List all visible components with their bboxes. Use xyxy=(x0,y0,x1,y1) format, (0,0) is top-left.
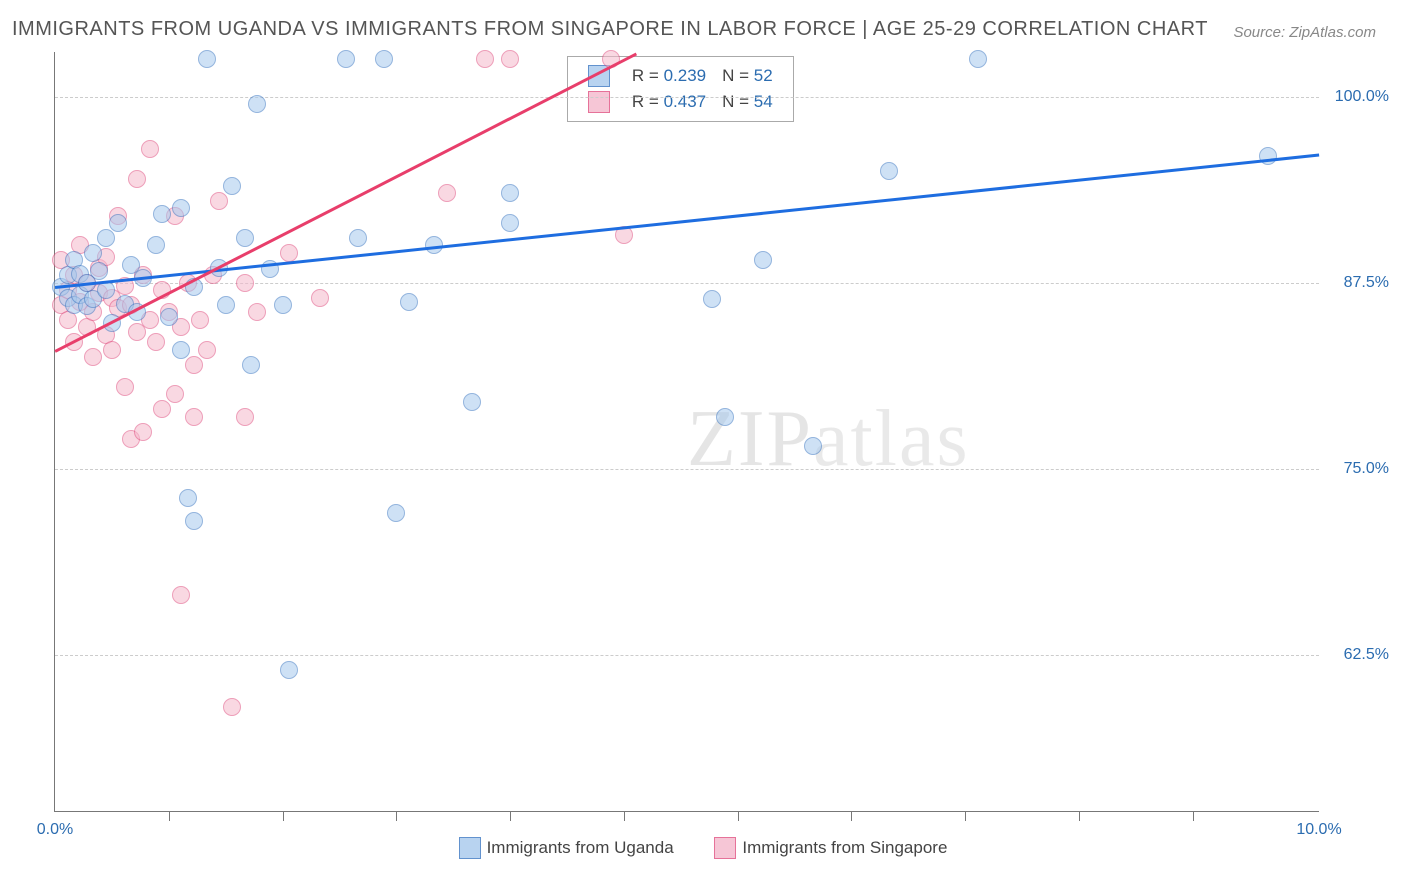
scatter-point xyxy=(387,504,405,522)
scatter-point xyxy=(375,50,393,68)
scatter-point xyxy=(109,214,127,232)
scatter-point xyxy=(128,170,146,188)
scatter-point xyxy=(116,378,134,396)
swatch-icon xyxy=(459,837,481,859)
plot-region: ZIPatlas R = 0.239N = 52R = 0.437N = 54 … xyxy=(54,52,1319,812)
scatter-point xyxy=(210,192,228,210)
x-tick-mark xyxy=(624,811,625,821)
swatch-icon xyxy=(714,837,736,859)
scatter-point xyxy=(147,333,165,351)
y-tick-label: 100.0% xyxy=(1327,88,1389,106)
scatter-point xyxy=(166,385,184,403)
header: IMMIGRANTS FROM UGANDA VS IMMIGRANTS FRO… xyxy=(0,0,1406,51)
scatter-point xyxy=(236,229,254,247)
scatter-point xyxy=(160,308,178,326)
correlation-legend: R = 0.239N = 52R = 0.437N = 54 xyxy=(567,56,794,122)
legend-label: Immigrants from Uganda xyxy=(487,838,674,858)
scatter-point xyxy=(248,95,266,113)
gridline-h xyxy=(55,655,1319,656)
scatter-point xyxy=(179,489,197,507)
x-tick-mark xyxy=(738,811,739,821)
scatter-point xyxy=(153,400,171,418)
scatter-point xyxy=(84,244,102,262)
series-legend: Immigrants from Uganda Immigrants from S… xyxy=(12,837,1394,864)
gridline-h xyxy=(55,469,1319,470)
scatter-point xyxy=(172,586,190,604)
x-tick-mark xyxy=(851,811,852,821)
trend-line xyxy=(55,153,1319,288)
scatter-point xyxy=(185,356,203,374)
scatter-point xyxy=(311,289,329,307)
scatter-point xyxy=(185,512,203,530)
x-tick-mark xyxy=(283,811,284,821)
scatter-point xyxy=(198,50,216,68)
scatter-point xyxy=(969,50,987,68)
scatter-point xyxy=(880,162,898,180)
scatter-point xyxy=(84,348,102,366)
scatter-point xyxy=(501,184,519,202)
x-tick-mark xyxy=(169,811,170,821)
scatter-point xyxy=(438,184,456,202)
scatter-point xyxy=(1259,147,1277,165)
scatter-point xyxy=(337,50,355,68)
scatter-point xyxy=(191,311,209,329)
scatter-point xyxy=(463,393,481,411)
y-tick-label: 75.0% xyxy=(1327,460,1389,478)
scatter-point xyxy=(103,341,121,359)
scatter-point xyxy=(141,140,159,158)
legend-label: Immigrants from Singapore xyxy=(742,838,947,858)
x-tick-mark xyxy=(1193,811,1194,821)
scatter-point xyxy=(716,408,734,426)
scatter-point xyxy=(147,236,165,254)
legend-item-singapore: Immigrants from Singapore xyxy=(714,837,947,859)
scatter-point xyxy=(217,296,235,314)
scatter-point xyxy=(280,661,298,679)
scatter-point xyxy=(97,229,115,247)
gridline-h xyxy=(55,97,1319,98)
scatter-point xyxy=(703,290,721,308)
legend-item-uganda: Immigrants from Uganda xyxy=(459,837,674,859)
scatter-point xyxy=(501,214,519,232)
scatter-point xyxy=(400,293,418,311)
x-tick-mark xyxy=(510,811,511,821)
scatter-point xyxy=(153,205,171,223)
watermark: ZIPatlas xyxy=(687,394,970,485)
scatter-point xyxy=(236,408,254,426)
legend-row: R = 0.437N = 54 xyxy=(580,89,781,115)
scatter-point xyxy=(172,341,190,359)
scatter-point xyxy=(501,50,519,68)
scatter-point xyxy=(242,356,260,374)
scatter-point xyxy=(236,274,254,292)
scatter-point xyxy=(223,698,241,716)
chart-area: In Labor Force | Age 25-29 ZIPatlas R = … xyxy=(12,52,1394,864)
x-tick-mark xyxy=(396,811,397,821)
scatter-point xyxy=(198,341,216,359)
scatter-point xyxy=(476,50,494,68)
x-tick-mark xyxy=(965,811,966,821)
source-label: Source: ZipAtlas.com xyxy=(1233,24,1376,41)
scatter-point xyxy=(349,229,367,247)
scatter-point xyxy=(134,423,152,441)
scatter-point xyxy=(185,408,203,426)
chart-title: IMMIGRANTS FROM UGANDA VS IMMIGRANTS FRO… xyxy=(12,18,1208,41)
y-tick-label: 87.5% xyxy=(1327,274,1389,292)
y-tick-label: 62.5% xyxy=(1327,646,1389,664)
scatter-point xyxy=(223,177,241,195)
scatter-point xyxy=(754,251,772,269)
scatter-point xyxy=(172,199,190,217)
x-tick-mark xyxy=(1079,811,1080,821)
scatter-point xyxy=(280,244,298,262)
scatter-point xyxy=(90,262,108,280)
scatter-point xyxy=(248,303,266,321)
scatter-point xyxy=(274,296,292,314)
scatter-point xyxy=(804,437,822,455)
